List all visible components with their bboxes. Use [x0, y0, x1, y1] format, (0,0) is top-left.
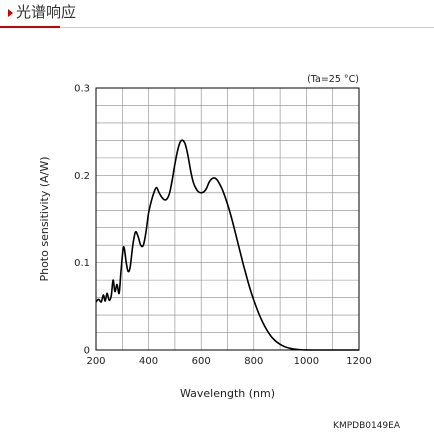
x-tick-label: 400	[139, 356, 158, 367]
y-tick-label: 0.1	[74, 258, 90, 269]
tick-labels: 200 400 600 800 1000 1200 0 0.1 0.2 0.3	[74, 84, 372, 368]
y-tick-label: 0.3	[74, 84, 90, 95]
x-tick-label: 200	[86, 356, 105, 367]
temperature-note: (Ta=25 °C)	[307, 74, 359, 85]
plot-frame	[95, 87, 360, 351]
x-tick-label: 600	[192, 356, 211, 367]
spectral-response-curve	[95, 139, 359, 351]
header-divider	[0, 27, 434, 28]
section-title: 光谱响应	[16, 3, 77, 21]
x-axis-label: Wavelength (nm)	[180, 387, 275, 400]
y-tick-label: 0	[84, 346, 90, 357]
x-tick-label: 1200	[346, 356, 371, 367]
y-axis-label: Photo sensitivity (A/W)	[38, 156, 51, 281]
header-accent-bar	[0, 26, 60, 28]
x-tick-label: 1000	[294, 356, 319, 367]
figure-code: KMPDB0149EA	[333, 421, 401, 431]
y-tick-label: 0.2	[74, 171, 90, 182]
triangle-bullet-icon	[8, 9, 13, 17]
x-tick-label: 800	[244, 356, 263, 367]
section-header: 光谱响应	[0, 0, 434, 30]
grid	[95, 87, 360, 351]
